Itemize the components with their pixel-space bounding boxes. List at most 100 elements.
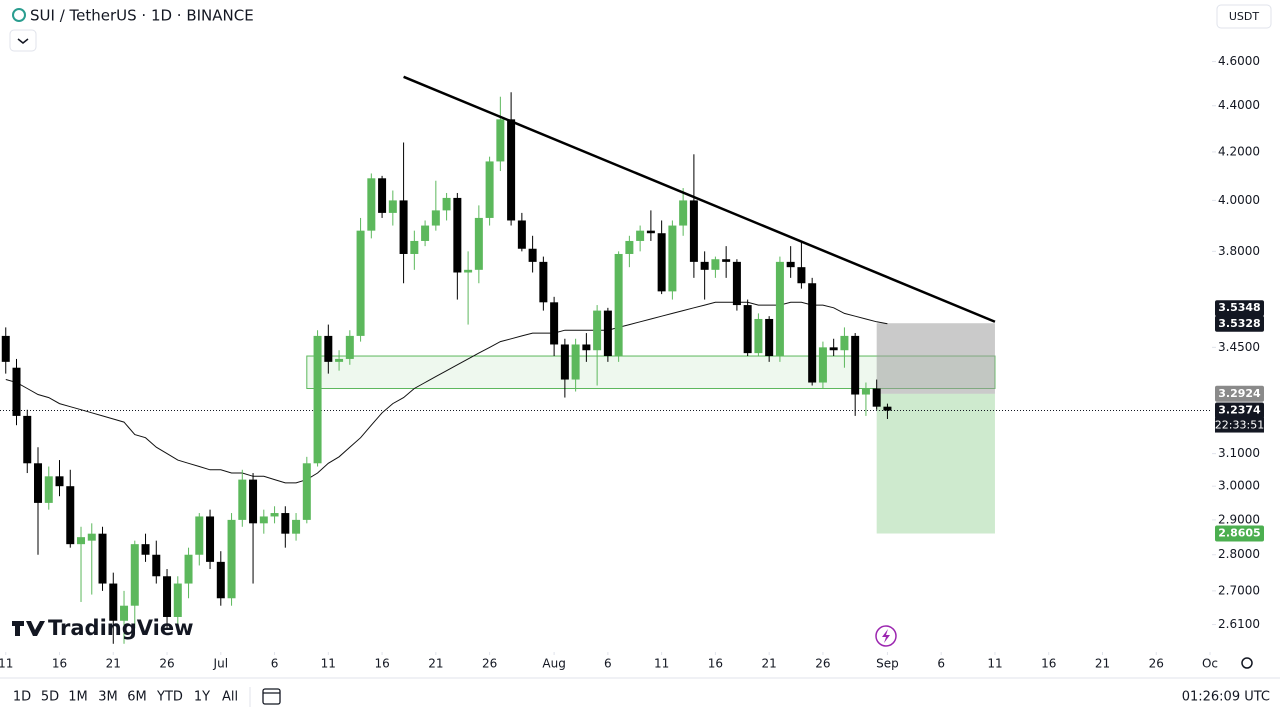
candle-body (141, 544, 150, 555)
candle-body (646, 230, 655, 234)
candle-body (754, 318, 763, 354)
candle-body (808, 283, 817, 383)
range-button[interactable]: 1Y (194, 690, 210, 705)
candle-body (679, 200, 688, 226)
watermark: TradingView (12, 616, 193, 640)
y-tick-label: 2.6100 (1218, 617, 1260, 631)
range-button[interactable]: 1D (13, 690, 31, 705)
watermark-text: TradingView (48, 616, 193, 640)
candle-body (356, 230, 365, 336)
price-label-box (1215, 385, 1264, 402)
candle-body (431, 210, 440, 226)
candle-body (883, 406, 892, 411)
candle-body (496, 119, 505, 162)
range-button[interactable]: 5D (41, 690, 59, 705)
range-button[interactable]: 6M (127, 690, 147, 705)
events-icon[interactable] (875, 625, 897, 647)
y-tick-label: 2.8000 (1218, 547, 1260, 561)
price-label: 3.5328 (1218, 317, 1260, 330)
candle-body (711, 259, 720, 270)
candle-body (474, 217, 483, 270)
x-tick-label: 11 (0, 657, 13, 671)
currency-label: USDT (1229, 10, 1260, 23)
range-button[interactable]: 3M (98, 690, 118, 705)
candle-body (345, 335, 354, 359)
candle-body (163, 576, 172, 617)
candle-body (206, 516, 215, 562)
candle-body (388, 200, 397, 213)
range-button[interactable]: All (222, 690, 238, 705)
watermark-logo (12, 621, 45, 636)
candle-body (485, 161, 494, 218)
countdown-box (1215, 417, 1264, 433)
y-tick-label: 2.7000 (1218, 583, 1260, 597)
x-tick-label: 21 (106, 657, 121, 671)
candle-body (313, 335, 322, 464)
candle-body (367, 178, 376, 231)
candle-body (743, 305, 752, 354)
candle-body (614, 253, 623, 357)
x-tick-label: 16 (374, 657, 389, 671)
collapse-button[interactable] (9, 29, 37, 52)
candle-body (12, 367, 21, 416)
symbol-title: SUI / TetherUS · 1D · BINANCE (30, 7, 254, 25)
candle-body (1, 335, 10, 362)
y-tick-label: 3.1000 (1218, 446, 1260, 460)
candle-body (399, 200, 408, 254)
clock: 01:26:09 UTC (1182, 690, 1270, 705)
candle-body (227, 519, 236, 599)
candle-body (636, 230, 645, 241)
candle-body (829, 347, 838, 351)
range-button[interactable]: YTD (156, 690, 183, 705)
x-tick-label: 21 (762, 657, 777, 671)
x-tick-label: 11 (654, 657, 669, 671)
candle-body (722, 259, 731, 262)
candle-body (335, 358, 344, 362)
candle-body (292, 519, 301, 534)
candle-body (120, 605, 129, 621)
candle-body (259, 516, 268, 524)
y-tick-label: 4.2000 (1218, 144, 1260, 158)
x-tick-label: 21 (1095, 657, 1110, 671)
x-tick-label: 16 (1041, 657, 1056, 671)
candle-body (689, 200, 698, 262)
bottom-toolbar: 01:26:09 UTC 1D 5D 1M 3M 6M YTD 1Y All (13, 687, 1270, 707)
x-tick-label: 26 (482, 657, 497, 671)
candle-body (378, 178, 387, 213)
candle-body (625, 240, 634, 254)
price-label: 3.2374 (1218, 404, 1261, 417)
header: SUI / TetherUS · 1D · BINANCE USDT (9, 4, 1272, 52)
candle-body (238, 479, 247, 520)
candle-body (44, 476, 53, 503)
candle-body (184, 554, 193, 584)
candle-body (98, 533, 107, 584)
candle-body (281, 513, 290, 534)
currency-button[interactable] (1216, 4, 1272, 29)
price-label: 3.5348 (1218, 301, 1260, 314)
candle-body (593, 310, 602, 351)
candle-body (528, 248, 537, 262)
date-range-icon[interactable] (262, 688, 281, 705)
candle-body (872, 388, 881, 407)
candle-body (851, 335, 860, 395)
x-tick-label: 21 (428, 657, 443, 671)
candle-body (270, 513, 279, 517)
y-tick-label: 4.6000 (1218, 54, 1260, 68)
range-button[interactable]: 1M (68, 690, 88, 705)
x-tick-label: Sep (876, 657, 899, 671)
x-tick-label: 26 (159, 657, 174, 671)
plot-area (0, 75, 1212, 644)
settings-icon[interactable] (1241, 657, 1253, 669)
x-tick-label: 6 (271, 657, 279, 671)
y-tick-label: 3.8000 (1218, 244, 1260, 258)
target-zone (876, 393, 995, 534)
symbol-icon (12, 8, 26, 22)
candle-body (302, 463, 311, 520)
x-tick-label: Aug (542, 657, 565, 671)
chevron-icon (17, 38, 29, 44)
price-label-box (1215, 300, 1264, 317)
price-label-box (1215, 402, 1264, 419)
candle-body (34, 463, 43, 503)
candle-body (249, 479, 258, 524)
